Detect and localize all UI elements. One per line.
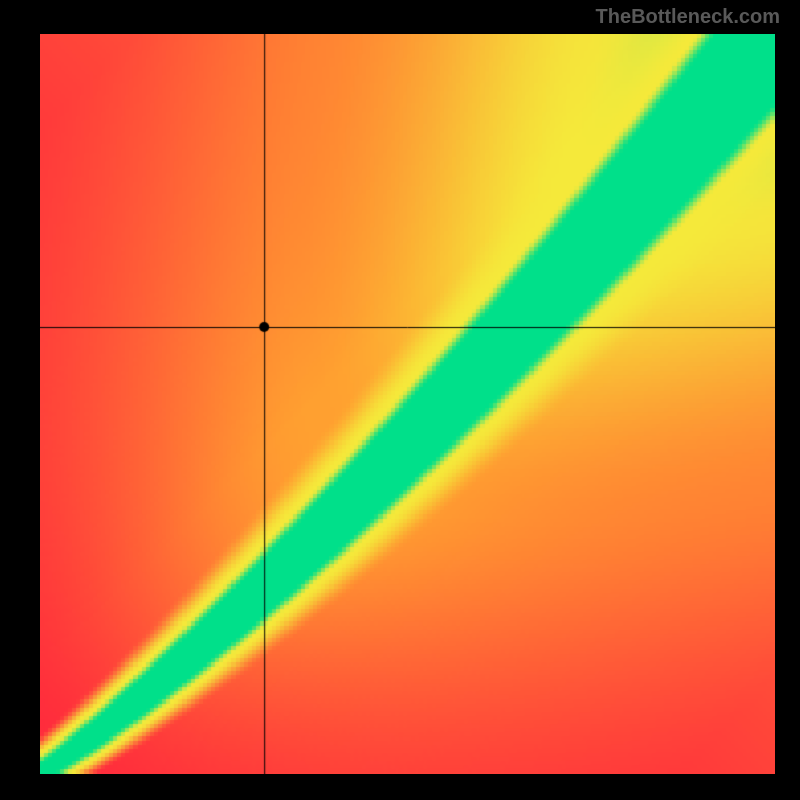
heatmap-canvas	[40, 34, 775, 774]
watermark: TheBottleneck.com	[596, 6, 780, 29]
chart-container: TheBottleneck.com	[0, 0, 800, 800]
plot-area	[40, 34, 775, 774]
